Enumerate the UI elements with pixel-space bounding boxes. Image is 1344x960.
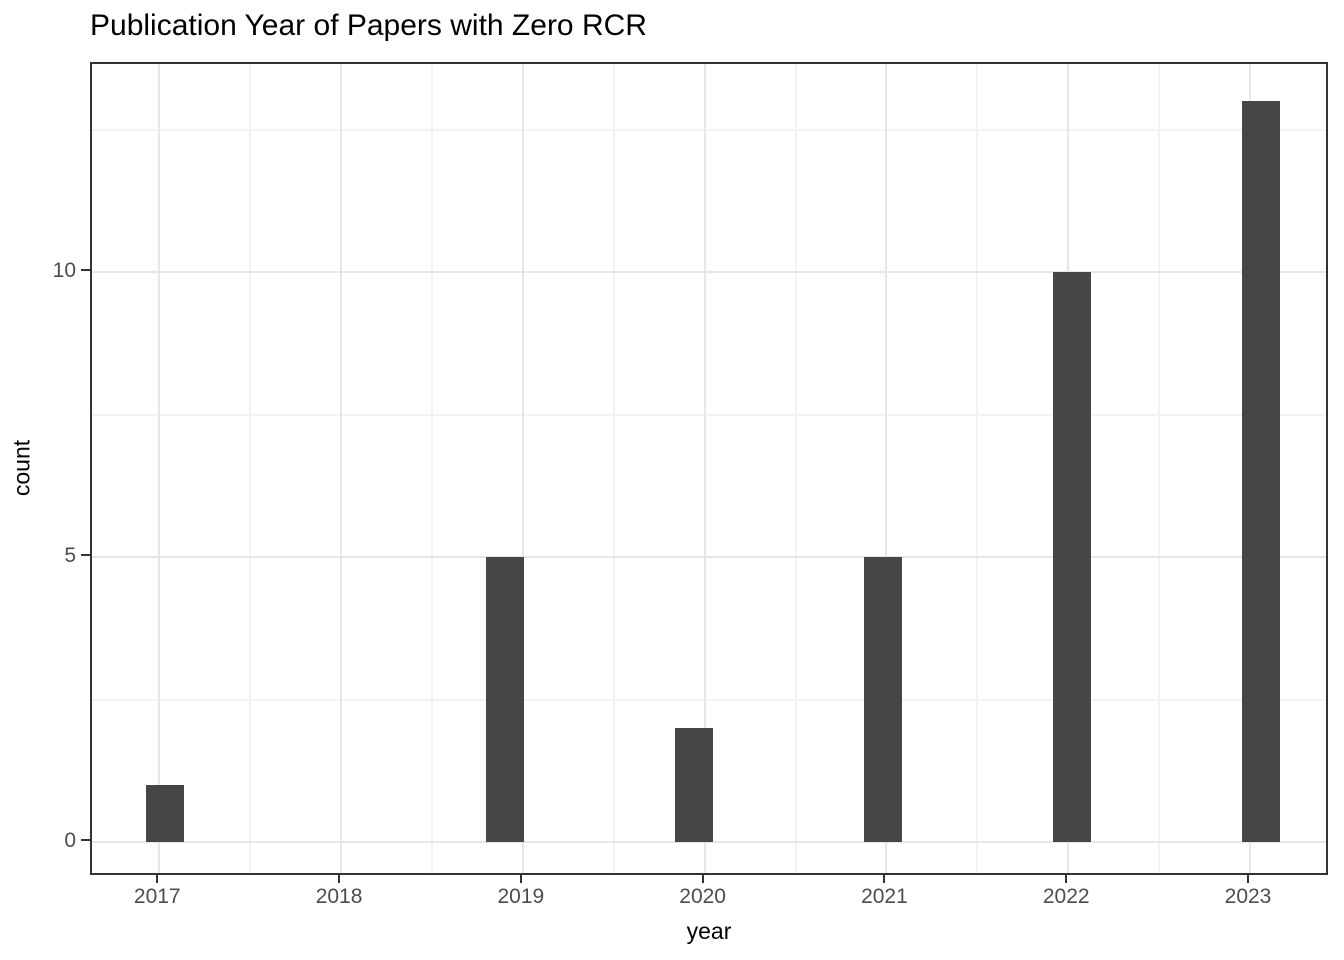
gridline-major-x	[340, 64, 343, 873]
gridline-major-x	[521, 64, 524, 873]
y-tick-mark	[81, 839, 90, 842]
gridline-major-x	[703, 64, 706, 873]
gridline-major-y	[92, 556, 1326, 559]
y-tick-label: 5	[64, 544, 76, 568]
x-tick-mark	[1065, 875, 1068, 883]
x-tick-mark	[1247, 875, 1249, 883]
x-tick-label: 2023	[1224, 885, 1272, 908]
x-tick-mark	[156, 875, 159, 883]
x-tick-mark	[338, 875, 341, 883]
histogram-bar	[1241, 101, 1280, 843]
x-axis-title: year	[686, 918, 732, 944]
gridline-major-x	[885, 64, 888, 873]
plot-panel	[90, 62, 1328, 875]
histogram-bar	[674, 728, 713, 843]
histogram-bar	[863, 557, 902, 843]
x-tick-label: 2022	[1042, 885, 1090, 908]
x-tick-mark	[519, 875, 522, 883]
y-tick-label: 0	[64, 829, 76, 853]
y-tick-label: 10	[52, 259, 76, 283]
y-tick-mark	[81, 269, 90, 272]
gridline-minor-x	[976, 64, 979, 873]
histogram-bar	[145, 785, 184, 843]
chart-title: Publication Year of Papers with Zero RCR	[90, 9, 647, 42]
x-tick-mark	[883, 875, 886, 883]
gridline-major-y	[92, 841, 1326, 844]
gridline-minor-y	[92, 413, 1326, 416]
gridline-minor-y	[92, 128, 1326, 131]
x-tick-label: 2017	[133, 885, 181, 908]
gridline-major-y	[92, 271, 1326, 274]
gridline-minor-y	[92, 698, 1326, 701]
x-tick-mark	[701, 875, 704, 883]
gridline-minor-x	[612, 64, 615, 873]
gridline-major-x	[158, 64, 161, 873]
gridline-minor-x	[794, 64, 797, 873]
x-tick-label: 2018	[315, 885, 363, 908]
gridline-minor-x	[1158, 64, 1161, 873]
y-tick-mark	[81, 554, 90, 557]
y-axis-title: count	[8, 439, 35, 497]
x-tick-label: 2020	[679, 885, 726, 908]
x-tick-label: 2021	[861, 885, 908, 908]
histogram-bar	[1052, 272, 1091, 843]
x-tick-label: 2019	[497, 885, 545, 908]
gridline-minor-x	[430, 64, 433, 873]
gridline-minor-x	[249, 64, 252, 873]
histogram-bar	[485, 557, 524, 843]
